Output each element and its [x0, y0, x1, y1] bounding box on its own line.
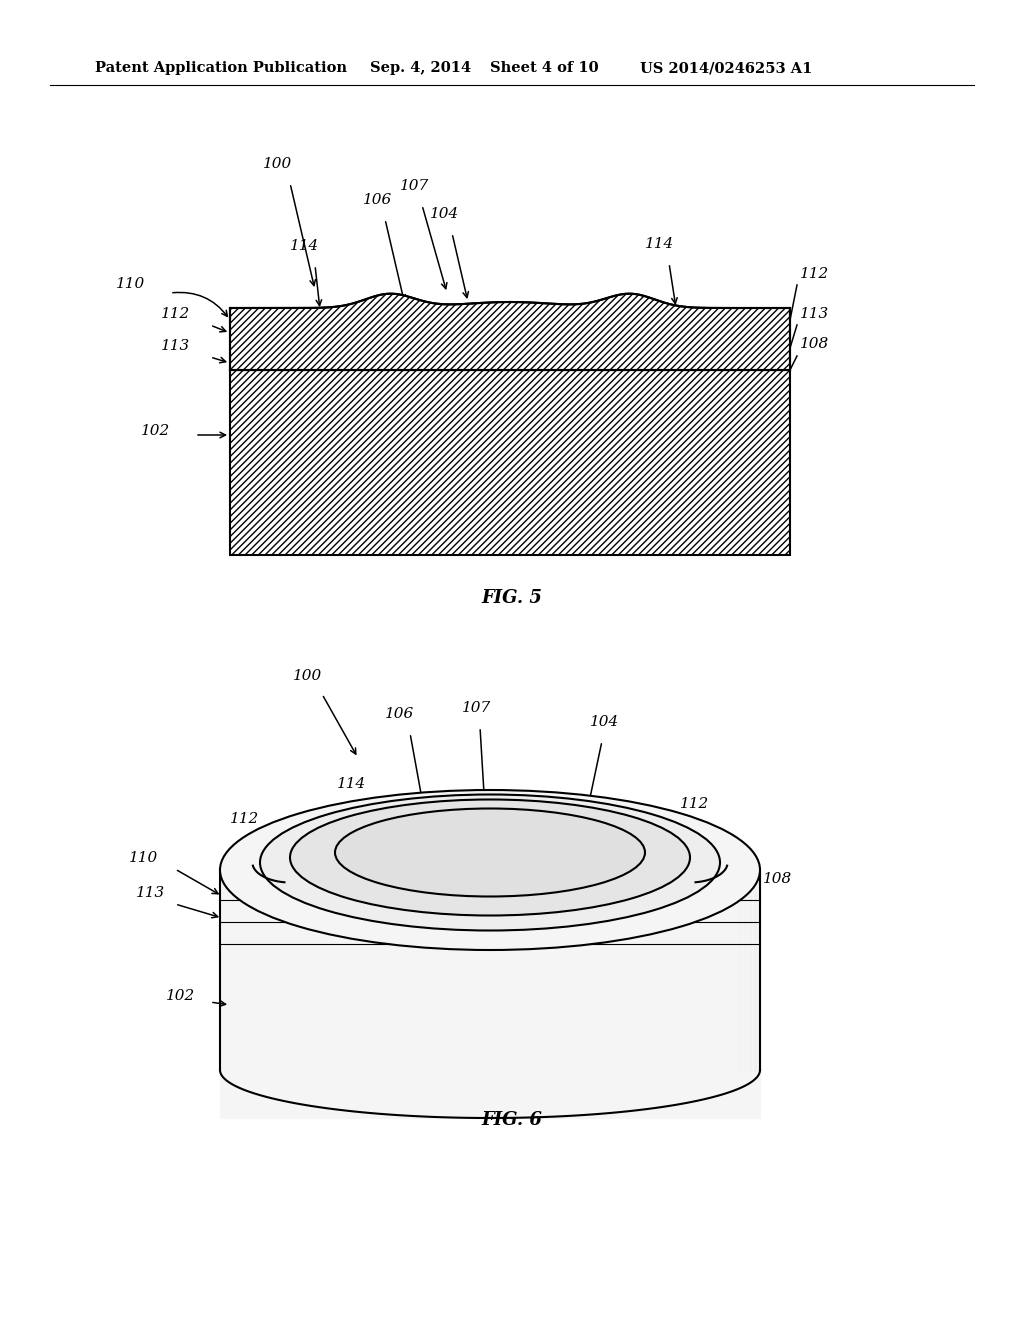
Text: 113: 113 — [161, 339, 190, 352]
Text: 107: 107 — [400, 180, 430, 193]
Text: 108: 108 — [800, 337, 829, 351]
Text: 104: 104 — [430, 207, 460, 220]
Text: 112: 112 — [161, 308, 190, 321]
Polygon shape — [230, 293, 790, 370]
Text: 112: 112 — [800, 267, 829, 281]
Text: 104: 104 — [591, 715, 620, 729]
Text: 106: 106 — [364, 193, 392, 207]
Ellipse shape — [335, 808, 645, 896]
Text: US 2014/0246253 A1: US 2014/0246253 A1 — [640, 61, 812, 75]
Text: 107: 107 — [463, 701, 492, 715]
Text: 108: 108 — [763, 873, 793, 886]
Text: 102: 102 — [140, 424, 170, 438]
Text: 102: 102 — [166, 989, 195, 1003]
Ellipse shape — [260, 795, 720, 931]
Text: 114: 114 — [291, 239, 319, 253]
Text: 112: 112 — [230, 812, 260, 826]
Text: Sep. 4, 2014: Sep. 4, 2014 — [370, 61, 471, 75]
Text: FIG. 6: FIG. 6 — [481, 1111, 543, 1129]
Text: Patent Application Publication: Patent Application Publication — [95, 61, 347, 75]
Text: 114: 114 — [645, 238, 675, 251]
Text: 112: 112 — [680, 797, 710, 810]
Text: 114: 114 — [337, 777, 367, 791]
Text: 113: 113 — [800, 308, 829, 321]
Text: FIG. 5: FIG. 5 — [481, 589, 543, 607]
Text: 106: 106 — [385, 708, 415, 721]
Text: 110: 110 — [116, 277, 145, 290]
Ellipse shape — [220, 789, 760, 950]
Text: 100: 100 — [293, 669, 323, 682]
Bar — [230, 370, 790, 554]
Ellipse shape — [290, 800, 690, 916]
Polygon shape — [220, 870, 760, 1118]
Text: Sheet 4 of 10: Sheet 4 of 10 — [490, 61, 599, 75]
Text: 113: 113 — [136, 886, 165, 900]
Text: 110: 110 — [129, 851, 158, 865]
Bar — [230, 370, 790, 554]
Text: 100: 100 — [263, 157, 293, 172]
